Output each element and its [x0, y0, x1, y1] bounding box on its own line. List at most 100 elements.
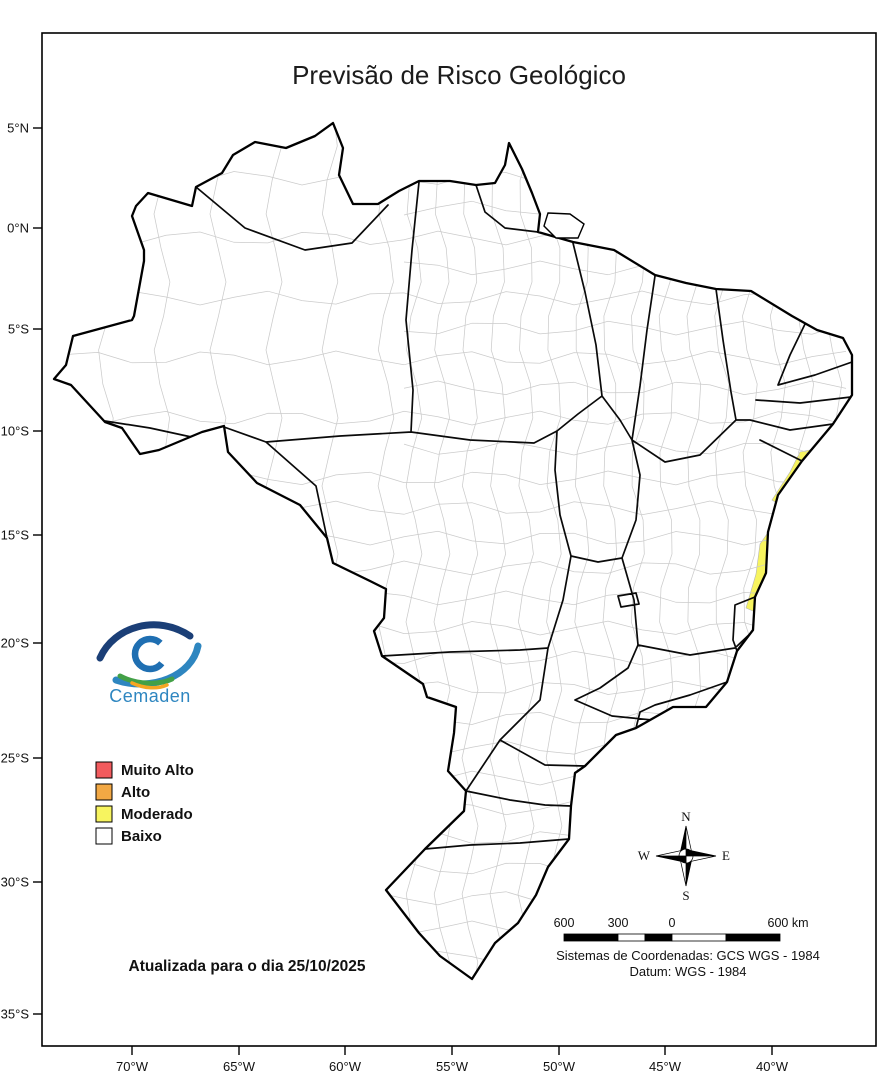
scale-bar-segment	[617, 933, 646, 942]
compass-hub-ne	[685, 848, 694, 857]
scale-bar: 600 300 0 600 km	[554, 916, 809, 942]
municipality-border-line	[63, 470, 847, 486]
municipality-border-line	[63, 830, 847, 846]
coordinate-system-label: Sistemas de Coordenadas: GCS WGS - 1984	[556, 948, 820, 963]
latitude-tick-label: 5°N	[7, 121, 29, 136]
scale-label-0: 0	[669, 916, 676, 930]
risk-region-moderado-north	[771, 449, 819, 511]
latitude-tick-label: 20°S	[1, 636, 30, 651]
municipality-border-line	[461, 123, 479, 979]
longitude-axis: 70°W 65°W 60°W 55°W 50°W 45°W 40°W	[116, 1046, 789, 1074]
municipality-border-line	[63, 290, 847, 306]
municipality-border-line	[825, 123, 843, 979]
municipality-border-line	[797, 123, 815, 979]
compass-rose-icon: N S E W	[638, 809, 730, 903]
municipality-border-line	[63, 920, 847, 936]
municipality-border-line	[63, 560, 847, 576]
legend-swatch-moderado	[95, 805, 113, 823]
legend-label-baixo: Baixo	[121, 828, 162, 845]
municipality-border-line	[433, 123, 451, 979]
marajo-island	[543, 212, 585, 239]
municipality-border-line	[63, 530, 847, 546]
municipality-border-line	[377, 123, 395, 979]
legend-label-alto: Alto	[121, 784, 150, 801]
municipality-border-line	[658, 123, 675, 979]
compass-west-label: W	[638, 848, 651, 863]
scale-bar-segment	[725, 933, 781, 942]
municipality-border-line	[64, 981, 846, 995]
municipality-border-line	[64, 500, 847, 516]
municipality-border-line	[265, 123, 283, 979]
latitude-tick-label: 35°S	[1, 1007, 30, 1022]
cemaden-eye-upper-arc-icon	[96, 621, 194, 662]
municipality-border-line	[601, 123, 619, 979]
legend-swatch-muito-alto	[95, 761, 113, 779]
longitude-tick-label: 65°W	[223, 1059, 256, 1074]
municipality-border-line	[153, 123, 171, 979]
latitude-tick-label: 30°S	[1, 875, 30, 890]
municipality-border-line	[63, 860, 847, 876]
cemaden-orange-arc-icon	[130, 681, 169, 690]
municipality-border-line	[63, 890, 847, 906]
municipality-border-line	[403, 140, 847, 156]
municipality-border-line	[713, 123, 731, 979]
municipality-border-line	[741, 123, 759, 979]
municipality-border-line	[63, 740, 847, 756]
municipality-border-line	[97, 123, 115, 979]
map-title: Previsão de Risco Geológico	[292, 60, 626, 90]
compass-south-label: S	[682, 888, 689, 903]
municipality-border-line	[403, 440, 847, 456]
scale-label-600-left: 600	[554, 916, 575, 930]
state-borders	[104, 181, 852, 850]
updated-date-label: Atualizada para o dia 25/10/2025	[129, 958, 366, 975]
municipality-border-line	[63, 410, 847, 426]
risk-legend: Muito Alto Alto Moderado Baixo	[95, 761, 194, 845]
compass-hub-sw	[678, 855, 687, 864]
municipality-border-line	[403, 380, 847, 395]
map-frame-border	[41, 32, 877, 1047]
municipality-border-line	[405, 123, 423, 979]
municipality-border-line	[403, 200, 847, 216]
legend-label-moderado: Moderado	[121, 806, 193, 823]
longitude-tick-label: 45°W	[649, 1059, 682, 1074]
municipality-border-line	[63, 650, 847, 666]
risk-region-moderado-south	[745, 523, 781, 616]
scale-bar-segment	[644, 933, 673, 942]
latitude-axis: 5°N 0°N 5°S 10°S 15°S 20°S 25°S 30°S 35°S	[1, 121, 42, 1022]
compass-north-label: N	[681, 809, 691, 824]
longitude-tick-label: 70°W	[116, 1059, 149, 1074]
municipality-border-line	[403, 320, 847, 336]
latitude-tick-label: 5°S	[8, 322, 29, 337]
municipality-border-line	[63, 350, 847, 366]
municipality-border-line	[629, 123, 647, 979]
municipality-border-line	[545, 123, 563, 979]
longitude-tick-label: 55°W	[436, 1059, 469, 1074]
datum-label: Datum: WGS - 1984	[629, 964, 746, 979]
municipality-border-line	[769, 123, 787, 979]
scale-bar-segment	[563, 933, 619, 942]
cemaden-iris-icon	[131, 635, 169, 673]
longitude-tick-label: 60°W	[329, 1059, 362, 1074]
municipality-border-line	[63, 590, 847, 606]
cemaden-logo: Cemaden	[96, 621, 202, 706]
municipality-border-line	[489, 123, 507, 979]
legend-label-muito-alto: Muito Alto	[121, 762, 194, 779]
municipality-border-line	[209, 123, 227, 979]
brazil-country-outline	[52, 121, 854, 981]
compass-hub-se	[685, 855, 694, 864]
latitude-tick-label: 25°S	[1, 751, 30, 766]
legend-swatch-alto	[95, 783, 113, 801]
latitude-tick-label: 10°S	[1, 424, 30, 439]
compass-east-label: E	[722, 848, 730, 863]
latitude-tick-label: 15°S	[1, 528, 30, 543]
municipality-borders-mesh	[63, 123, 847, 995]
scale-label-600-km: 600 km	[768, 916, 809, 930]
longitude-tick-label: 50°W	[543, 1059, 576, 1074]
legend-swatch-baixo	[95, 827, 113, 845]
cemaden-wordmark: Cemaden	[109, 686, 191, 706]
municipality-border-line	[403, 260, 847, 276]
scale-bar-segment	[671, 933, 727, 942]
municipality-border-line	[63, 230, 847, 246]
